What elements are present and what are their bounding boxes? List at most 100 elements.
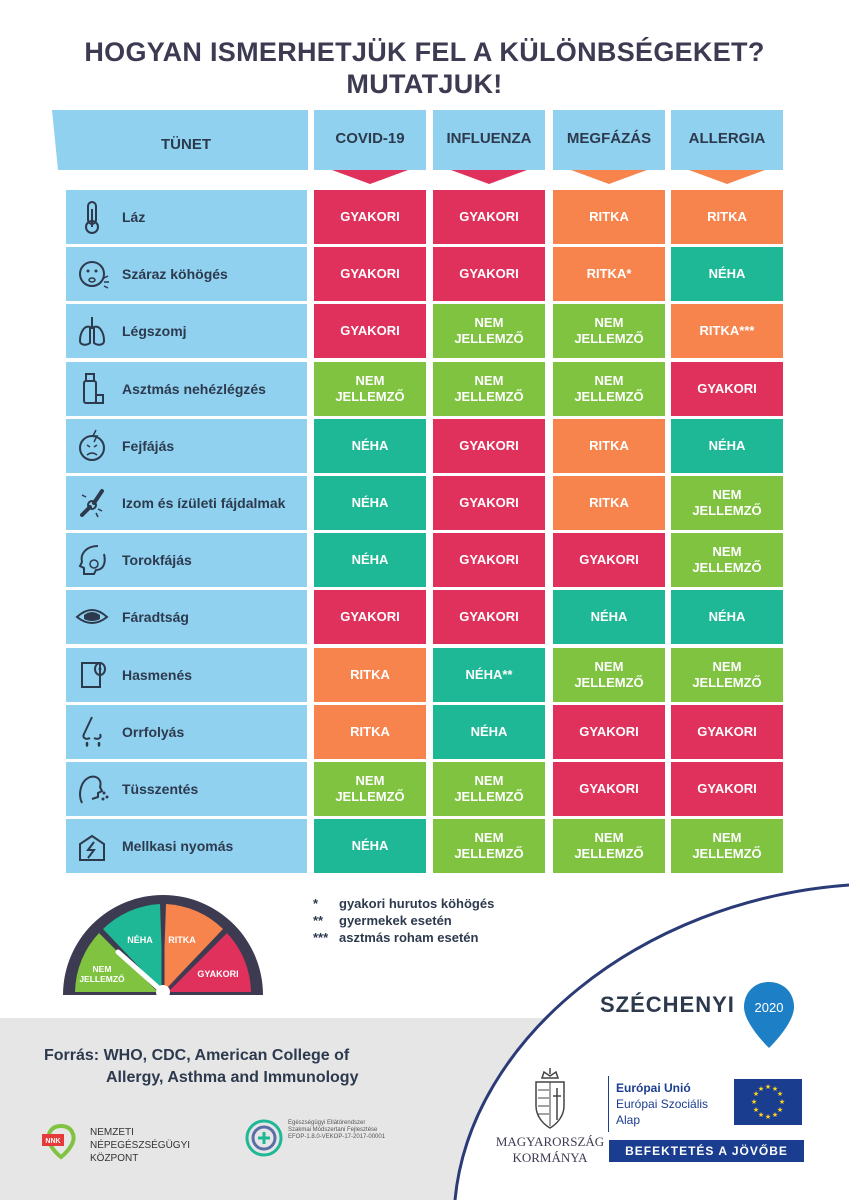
- footnotes: * gyakori hurutos köhögés ** gyermekek ese…: [313, 895, 494, 946]
- value-label: GYAKORI: [579, 724, 639, 739]
- gauge-label-neha: NÉHA: [127, 935, 153, 945]
- symptom-cell-hasmenes: Hasmenés: [66, 648, 307, 702]
- eu-divider: [608, 1076, 609, 1132]
- value-label: NEM JELLEMZŐ: [335, 373, 405, 404]
- value-label: NEM JELLEMZŐ: [574, 373, 644, 404]
- value-label: RITKA: [589, 438, 629, 453]
- runny-nose-icon: [82, 716, 102, 747]
- symptom-label: Asztmás nehézlégzés: [122, 381, 266, 397]
- symptom-cell-orrfolyas: Orrfolyás: [66, 705, 307, 759]
- nnk-badge-text: NNK: [45, 1138, 60, 1145]
- gauge-label-ritka: RITKA: [168, 935, 196, 945]
- value-cell-izom-es-izuleti-fajdalmak-influenza: GYAKORI: [433, 476, 545, 530]
- eu-logo-text: Európai Unió Európai Szociális Alap: [616, 1081, 709, 1127]
- value-cell-laz-megfazas: RITKA: [553, 190, 665, 244]
- gauge-label-nem-line1: NEM: [93, 964, 112, 974]
- value-cell-fejfajas-megfazas: RITKA: [553, 419, 665, 473]
- value-cell-hasmenes-covid-19: RITKA: [314, 648, 426, 702]
- column-header-label: COVID-19: [335, 130, 405, 147]
- symptom-label: Légszomj: [122, 323, 187, 339]
- value-label: GYAKORI: [340, 266, 400, 281]
- column-header-influenza: INFLUENZA: [433, 110, 545, 184]
- value-label: RITKA: [707, 209, 747, 224]
- nnk-logo-text: NEMZETI NÉPEGÉSZSÉGÜGYI KÖZPONT: [90, 1127, 191, 1164]
- value-label: NÉHA: [351, 838, 389, 853]
- value-cell-asztmas-nehezlegzes-influenza: NEM JELLEMZŐ: [433, 362, 545, 416]
- value-label: NÉHA: [708, 266, 746, 281]
- value-cell-izom-es-izuleti-fajdalmak-megfazas: RITKA: [553, 476, 665, 530]
- value-label: GYAKORI: [459, 209, 519, 224]
- value-label: GYAKORI: [579, 552, 639, 567]
- value-cell-faradtsag-covid-19: GYAKORI: [314, 590, 426, 644]
- svg-text:★: ★: [777, 1106, 783, 1114]
- value-label: RITKA: [350, 724, 390, 739]
- value-label: NEM JELLEMZŐ: [454, 373, 524, 404]
- value-label: NEM JELLEMZŐ: [454, 830, 524, 861]
- value-label: GYAKORI: [459, 266, 519, 281]
- value-cell-laz-covid-19: GYAKORI: [314, 190, 426, 244]
- value-label: GYAKORI: [459, 438, 519, 453]
- chest-pressure-icon: [79, 834, 105, 861]
- value-label: GYAKORI: [459, 495, 519, 510]
- value-cell-szaraz-kohoges-covid-19: GYAKORI: [314, 247, 426, 301]
- column-header-allergia: ALLERGIA: [671, 110, 783, 184]
- value-label: GYAKORI: [697, 781, 757, 796]
- value-label: GYAKORI: [459, 609, 519, 624]
- svg-text:★: ★: [779, 1098, 785, 1106]
- value-cell-orrfolyas-influenza: NÉHA: [433, 705, 545, 759]
- value-label: GYAKORI: [697, 724, 757, 739]
- value-label: GYAKORI: [340, 609, 400, 624]
- value-label: NÉHA: [470, 724, 508, 739]
- value-label: NÉHA: [708, 438, 746, 453]
- value-cell-szaraz-kohoges-allergia: NÉHA: [671, 247, 783, 301]
- value-cell-legszomj-megfazas: NEM JELLEMZŐ: [553, 304, 665, 358]
- value-cell-legszomj-covid-19: GYAKORI: [314, 304, 426, 358]
- gauge-needle: [115, 949, 166, 995]
- value-label: GYAKORI: [340, 323, 400, 338]
- value-cell-faradtsag-megfazas: NÉHA: [553, 590, 665, 644]
- svg-text:★: ★: [753, 1090, 759, 1098]
- value-cell-torokfajas-covid-19: NÉHA: [314, 533, 426, 587]
- value-cell-torokfajas-allergia: NEM JELLEMZŐ: [671, 533, 783, 587]
- eu-flag-icon: ★ ★★ ★★★ ★★★ ★★★: [734, 1079, 802, 1125]
- value-cell-hasmenes-influenza: NÉHA**: [433, 648, 545, 702]
- svg-text:★: ★: [765, 1113, 771, 1121]
- value-label: NEM JELLEMZŐ: [574, 830, 644, 861]
- value-label: NEM JELLEMZŐ: [574, 315, 644, 346]
- value-cell-fejfajas-influenza: GYAKORI: [433, 419, 545, 473]
- svg-text:★: ★: [751, 1098, 757, 1106]
- symptom-label: Mellkasi nyomás: [122, 838, 234, 854]
- thermometer-icon: [85, 201, 99, 234]
- value-cell-legszomj-allergia: RITKA***: [671, 304, 783, 358]
- gauge-segment-ritka: [163, 904, 223, 992]
- symptom-cell-asztmas-nehezlegzes: Asztmás nehézlégzés: [66, 362, 307, 416]
- frequency-gauge: NEM JELLEMZŐ NÉHA RITKA GYAKORI: [63, 895, 263, 999]
- value-cell-orrfolyas-covid-19: RITKA: [314, 705, 426, 759]
- column-header-label: ALLERGIA: [688, 130, 766, 147]
- footnote-1: * gyakori hurutos köhögés: [313, 896, 495, 911]
- value-cell-legszomj-influenza: NEM JELLEMZŐ: [433, 304, 545, 358]
- value-cell-orrfolyas-megfazas: GYAKORI: [553, 705, 665, 759]
- value-label: NÉHA: [708, 609, 746, 624]
- symptom-label: Fáradtság: [122, 609, 189, 625]
- value-label: RITKA*: [586, 266, 632, 281]
- symptom-cell-szaraz-kohoges: Száraz köhögés: [66, 247, 307, 301]
- inhaler-icon: [83, 373, 104, 404]
- column-header-megfazas: MEGFÁZÁS: [553, 110, 665, 184]
- symptom-label: Tüsszentés: [122, 781, 199, 797]
- value-label: NÉHA: [351, 438, 389, 453]
- value-cell-asztmas-nehezlegzes-allergia: GYAKORI: [671, 362, 783, 416]
- title-line-2: MUTATJUK!: [346, 69, 503, 99]
- symptom-label: Hasmenés: [122, 667, 193, 683]
- value-label: NEM JELLEMZŐ: [692, 544, 762, 575]
- headache-face-icon: [79, 429, 105, 461]
- szechenyi-logo: SZÉCHENYI: [600, 992, 735, 1017]
- value-label: GYAKORI: [340, 209, 400, 224]
- symptom-label: Orrfolyás: [122, 724, 185, 740]
- value-cell-orrfolyas-allergia: GYAKORI: [671, 705, 783, 759]
- nnk-logo-icon: NNK: [42, 1123, 76, 1160]
- sore-throat-icon: [78, 545, 106, 575]
- value-cell-faradtsag-influenza: GYAKORI: [433, 590, 545, 644]
- value-label: RITKA: [350, 667, 390, 682]
- value-cell-mellkasi-nyomas-allergia: NEM JELLEMZŐ: [671, 819, 783, 873]
